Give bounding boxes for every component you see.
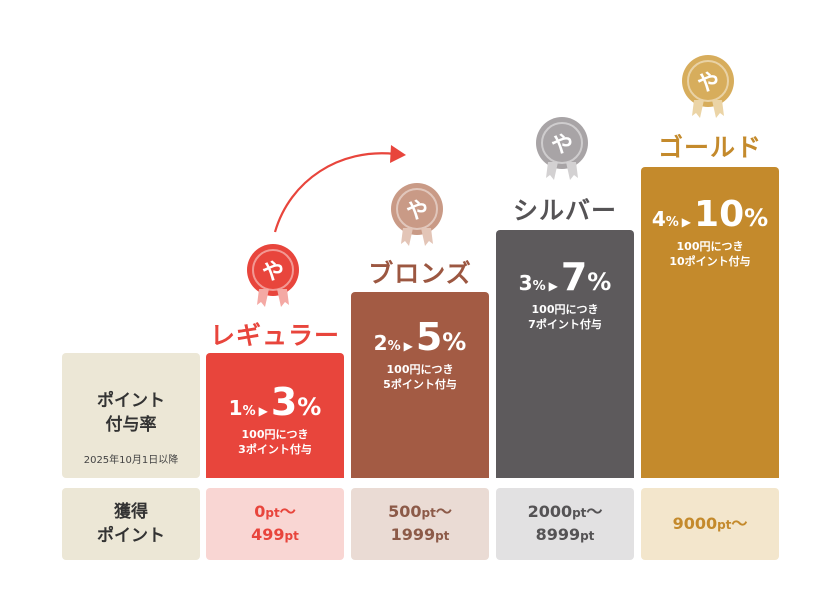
silver-points-box: 2000pt〜 8999pt: [496, 488, 634, 560]
points-label-box: 獲得 ポイント: [62, 488, 200, 560]
upgrade-arrow: [273, 145, 406, 233]
bronze-note: 100円につき 5ポイント付与: [383, 363, 457, 391]
regular-points-box: 0pt〜 499pt: [206, 488, 344, 560]
gold-ribbon-icon: [692, 100, 724, 118]
gold-bar: 4% ▶10% 100円につき 10ポイント付与: [641, 167, 779, 478]
silver-ribbon-icon: [546, 162, 578, 180]
silver-medal-icon: や: [536, 117, 588, 169]
gold-note: 100円につき 10ポイント付与: [669, 240, 751, 268]
bronze-ribbon-icon: [401, 228, 433, 246]
points-label-line1: 獲得: [114, 502, 148, 522]
silver-tier-name: シルバー: [512, 196, 617, 225]
regular-ribbon-icon: [257, 289, 289, 307]
rate-label-note: 2025年10月1日以降: [83, 455, 179, 466]
gold-points-box: 9000pt〜: [641, 488, 779, 560]
points-label-line2: ポイント: [97, 526, 165, 546]
silver-bar: 3% ▶7% 100円につき 7ポイント付与: [496, 230, 634, 478]
regular-note: 100円につき 3ポイント付与: [238, 428, 312, 456]
bronze-tier-name: ブロンズ: [368, 259, 472, 288]
rate-label-line1: ポイント: [97, 391, 165, 411]
regular-bar: 1% ▶3% 100円につき 3ポイント付与: [206, 353, 344, 478]
bronze-medal-icon: や: [391, 183, 443, 235]
bronze-points-box: 500pt〜 1999pt: [351, 488, 489, 560]
silver-note: 100円につき 7ポイント付与: [528, 303, 602, 331]
rate-label-line2: 付与率: [105, 415, 157, 435]
rate-label-box: ポイント 付与率 2025年10月1日以降: [62, 353, 200, 478]
gold-medal-icon: や: [682, 55, 734, 107]
bronze-bar: 2% ▶5% 100円につき 5ポイント付与: [351, 292, 489, 478]
regular-medal-icon: や: [247, 244, 299, 296]
regular-tier-name: レギュラー: [209, 321, 340, 350]
gold-tier-name: ゴールド: [657, 133, 762, 162]
